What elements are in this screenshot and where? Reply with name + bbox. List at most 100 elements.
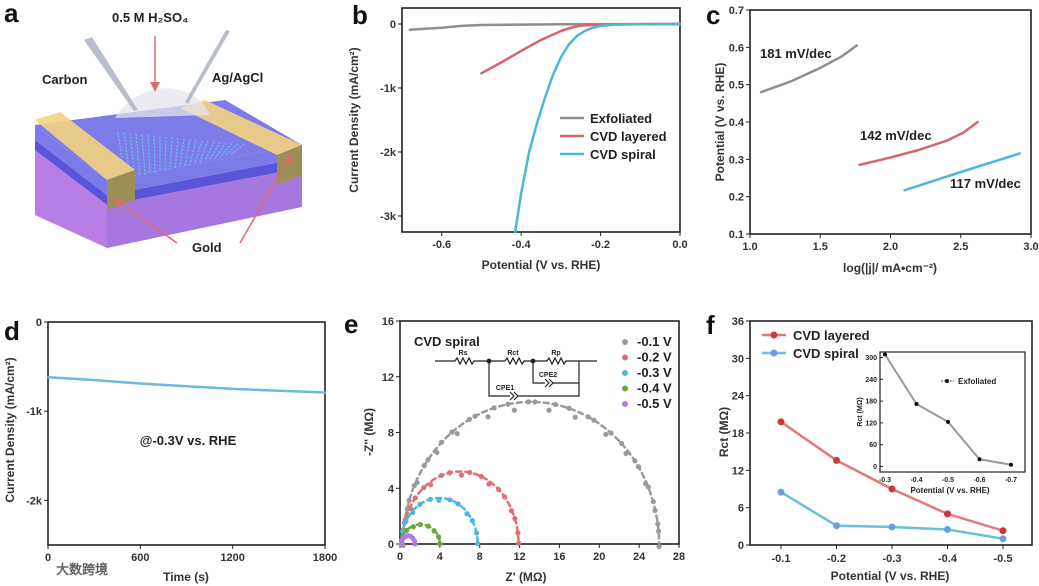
data-point [410,524,416,530]
x-tick-label: 2.0 [883,241,898,253]
series--0.3V [398,496,481,548]
data-point [632,458,638,464]
x-axis-label: log(|j|/ mA•cm⁻²) [843,261,937,275]
series--0.1V [400,399,662,550]
substrate-left-face [35,150,107,248]
data-point [428,482,434,488]
series--0.2V [399,469,522,548]
panel-letter: f [706,310,715,340]
data-point [608,430,614,436]
plot-frame [749,9,1032,235]
data-point [546,407,552,413]
x-tick-label: 24 [633,551,646,563]
y-tick-label: 0.2 [729,192,744,204]
plot-frame [401,7,681,233]
data-point [650,499,656,505]
carbon-label: Carbon [42,72,88,87]
data-point [888,485,896,493]
inset-legend-label: Exfoliated [958,377,996,386]
circuit-label-rs: Rs [459,350,468,357]
data-point [412,495,418,501]
x-axis-label: Potential (V vs. RHE) [482,258,601,272]
panel-letter: d [4,316,20,346]
device-schematic [35,30,302,248]
legend-label: -0.2 V [637,350,672,365]
legend-label: -0.1 V [637,334,672,349]
circuit-label-rct: Rct [507,350,519,357]
inset-chart [879,351,1026,473]
y-tick-label: 0 [36,317,42,329]
data-point [485,414,491,420]
data-point [501,494,508,500]
series-line-exfoliated [759,44,859,94]
inset-data-point [946,419,950,424]
data-point [591,417,597,423]
oxide-layer [35,140,107,205]
data-point [635,464,642,470]
watermark: 大数跨境 [56,562,108,577]
y-axis-label: Current Density (mA/cm²) [347,47,361,192]
data-point [491,405,497,411]
y-tick-label: 12 [382,372,394,384]
gold-arrow-left [117,201,178,244]
y-tick-label: 30 [732,353,744,365]
top-layer-left [35,125,107,195]
data-point [417,521,423,528]
x-tick-label: 0 [45,552,51,564]
inset-x-tick-label: -0.6 [973,477,985,484]
data-point [777,488,785,496]
data-point [412,541,418,547]
data-point [623,450,629,457]
legend-marker [622,354,628,361]
inset-data-point [977,457,982,462]
x-tick-label: -0.6 [432,239,451,251]
data-point [655,528,662,534]
data-point [425,457,431,463]
electrolyte-droplet [115,88,210,118]
y-tick-label: 0.5 [729,80,744,92]
data-point [421,484,427,491]
data-point [572,414,578,420]
data-point [655,521,661,527]
inset-y-tick-label: 60 [869,442,877,449]
data-point [472,413,478,419]
plot-frame [47,321,326,546]
chart-c [746,9,1032,238]
y-tick-label: -3k [380,211,397,223]
series-line [780,491,1004,541]
data-point [447,497,453,503]
x-tick-label: 0.0 [672,239,687,251]
y-tick-label: 4 [388,483,395,495]
panel-letter: e [344,309,358,339]
data-point [475,540,481,547]
inset-x-axis-label: Potential (V vs. RHE) [910,486,989,495]
circuit-label-cpe2: CPE2 [539,372,557,379]
y-axis-label: Current Density (mA/cm²) [3,357,17,502]
data-point [449,429,455,435]
data-point [454,431,460,437]
inset-y-tick-label: 0 [873,464,877,471]
data-point [511,407,517,413]
data-point [478,473,484,480]
data-point [999,527,1007,535]
data-point [403,527,410,533]
x-tick-label: 600 [131,552,149,564]
data-point [944,510,951,518]
data-point [552,401,558,408]
inset-x-tick-label: -0.4 [910,477,922,484]
series--0.5V [398,533,418,547]
inset-y-tick-label: 240 [865,377,877,384]
inset-frame [879,351,1026,473]
data-point [458,472,465,478]
sample-title: CVD spiral [414,334,480,349]
legend-label: CVD layered [793,328,870,343]
data-point [414,479,420,486]
y-tick-label: 0 [388,539,394,551]
data-point [455,501,461,507]
data-point [532,399,538,405]
inset-data-point [883,352,887,357]
y-tick-label: -2k [380,147,397,159]
x-tick-label: -0.2 [591,239,610,251]
data-point [525,399,532,405]
